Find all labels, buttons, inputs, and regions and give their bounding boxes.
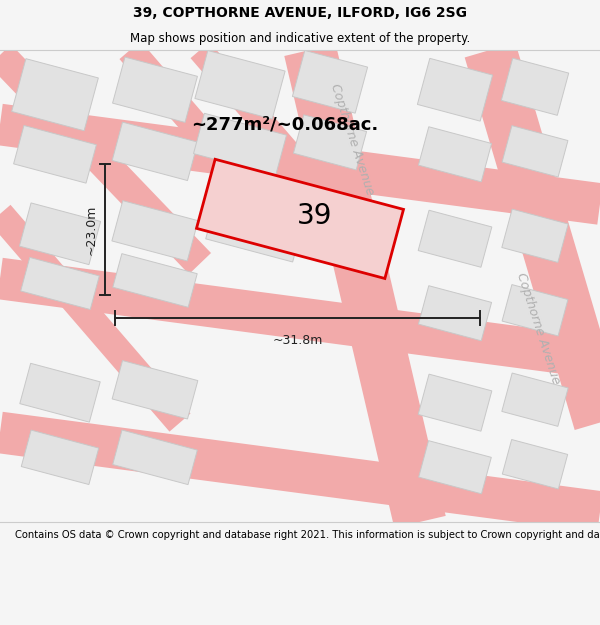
Text: ~23.0m: ~23.0m xyxy=(85,204,97,255)
Polygon shape xyxy=(20,363,100,422)
Polygon shape xyxy=(21,430,99,484)
Polygon shape xyxy=(194,113,286,176)
Polygon shape xyxy=(418,374,492,431)
Polygon shape xyxy=(113,254,197,308)
Text: Copthorne Avenue: Copthorne Avenue xyxy=(514,271,562,386)
Polygon shape xyxy=(418,127,491,182)
Text: Contains OS data © Crown copyright and database right 2021. This information is : Contains OS data © Crown copyright and d… xyxy=(15,530,600,540)
Polygon shape xyxy=(197,159,403,279)
Polygon shape xyxy=(303,198,377,254)
Polygon shape xyxy=(112,122,198,181)
Polygon shape xyxy=(195,51,285,119)
Polygon shape xyxy=(502,209,568,262)
Polygon shape xyxy=(502,126,568,177)
Polygon shape xyxy=(113,430,197,484)
Text: ~31.8m: ~31.8m xyxy=(272,334,323,347)
Polygon shape xyxy=(418,58,493,121)
Polygon shape xyxy=(292,51,368,113)
Polygon shape xyxy=(112,201,198,261)
Text: Map shows position and indicative extent of the property.: Map shows position and indicative extent… xyxy=(130,32,470,45)
Text: 39, COPTHORNE AVENUE, ILFORD, IG6 2SG: 39, COPTHORNE AVENUE, ILFORD, IG6 2SG xyxy=(133,6,467,21)
Polygon shape xyxy=(501,58,569,116)
Polygon shape xyxy=(502,284,568,336)
Polygon shape xyxy=(418,210,492,268)
Polygon shape xyxy=(11,59,98,131)
Polygon shape xyxy=(206,196,304,262)
Polygon shape xyxy=(419,441,491,494)
Polygon shape xyxy=(293,115,367,170)
Polygon shape xyxy=(418,286,491,341)
Polygon shape xyxy=(112,361,198,419)
Text: Copthorne Avenue: Copthorne Avenue xyxy=(328,82,376,197)
Polygon shape xyxy=(113,57,197,122)
Polygon shape xyxy=(19,203,101,264)
Text: 39: 39 xyxy=(297,202,333,230)
Polygon shape xyxy=(502,373,568,426)
Text: ~277m²/~0.068ac.: ~277m²/~0.068ac. xyxy=(191,116,379,134)
Polygon shape xyxy=(14,126,97,183)
Polygon shape xyxy=(20,258,100,309)
Polygon shape xyxy=(502,439,568,489)
